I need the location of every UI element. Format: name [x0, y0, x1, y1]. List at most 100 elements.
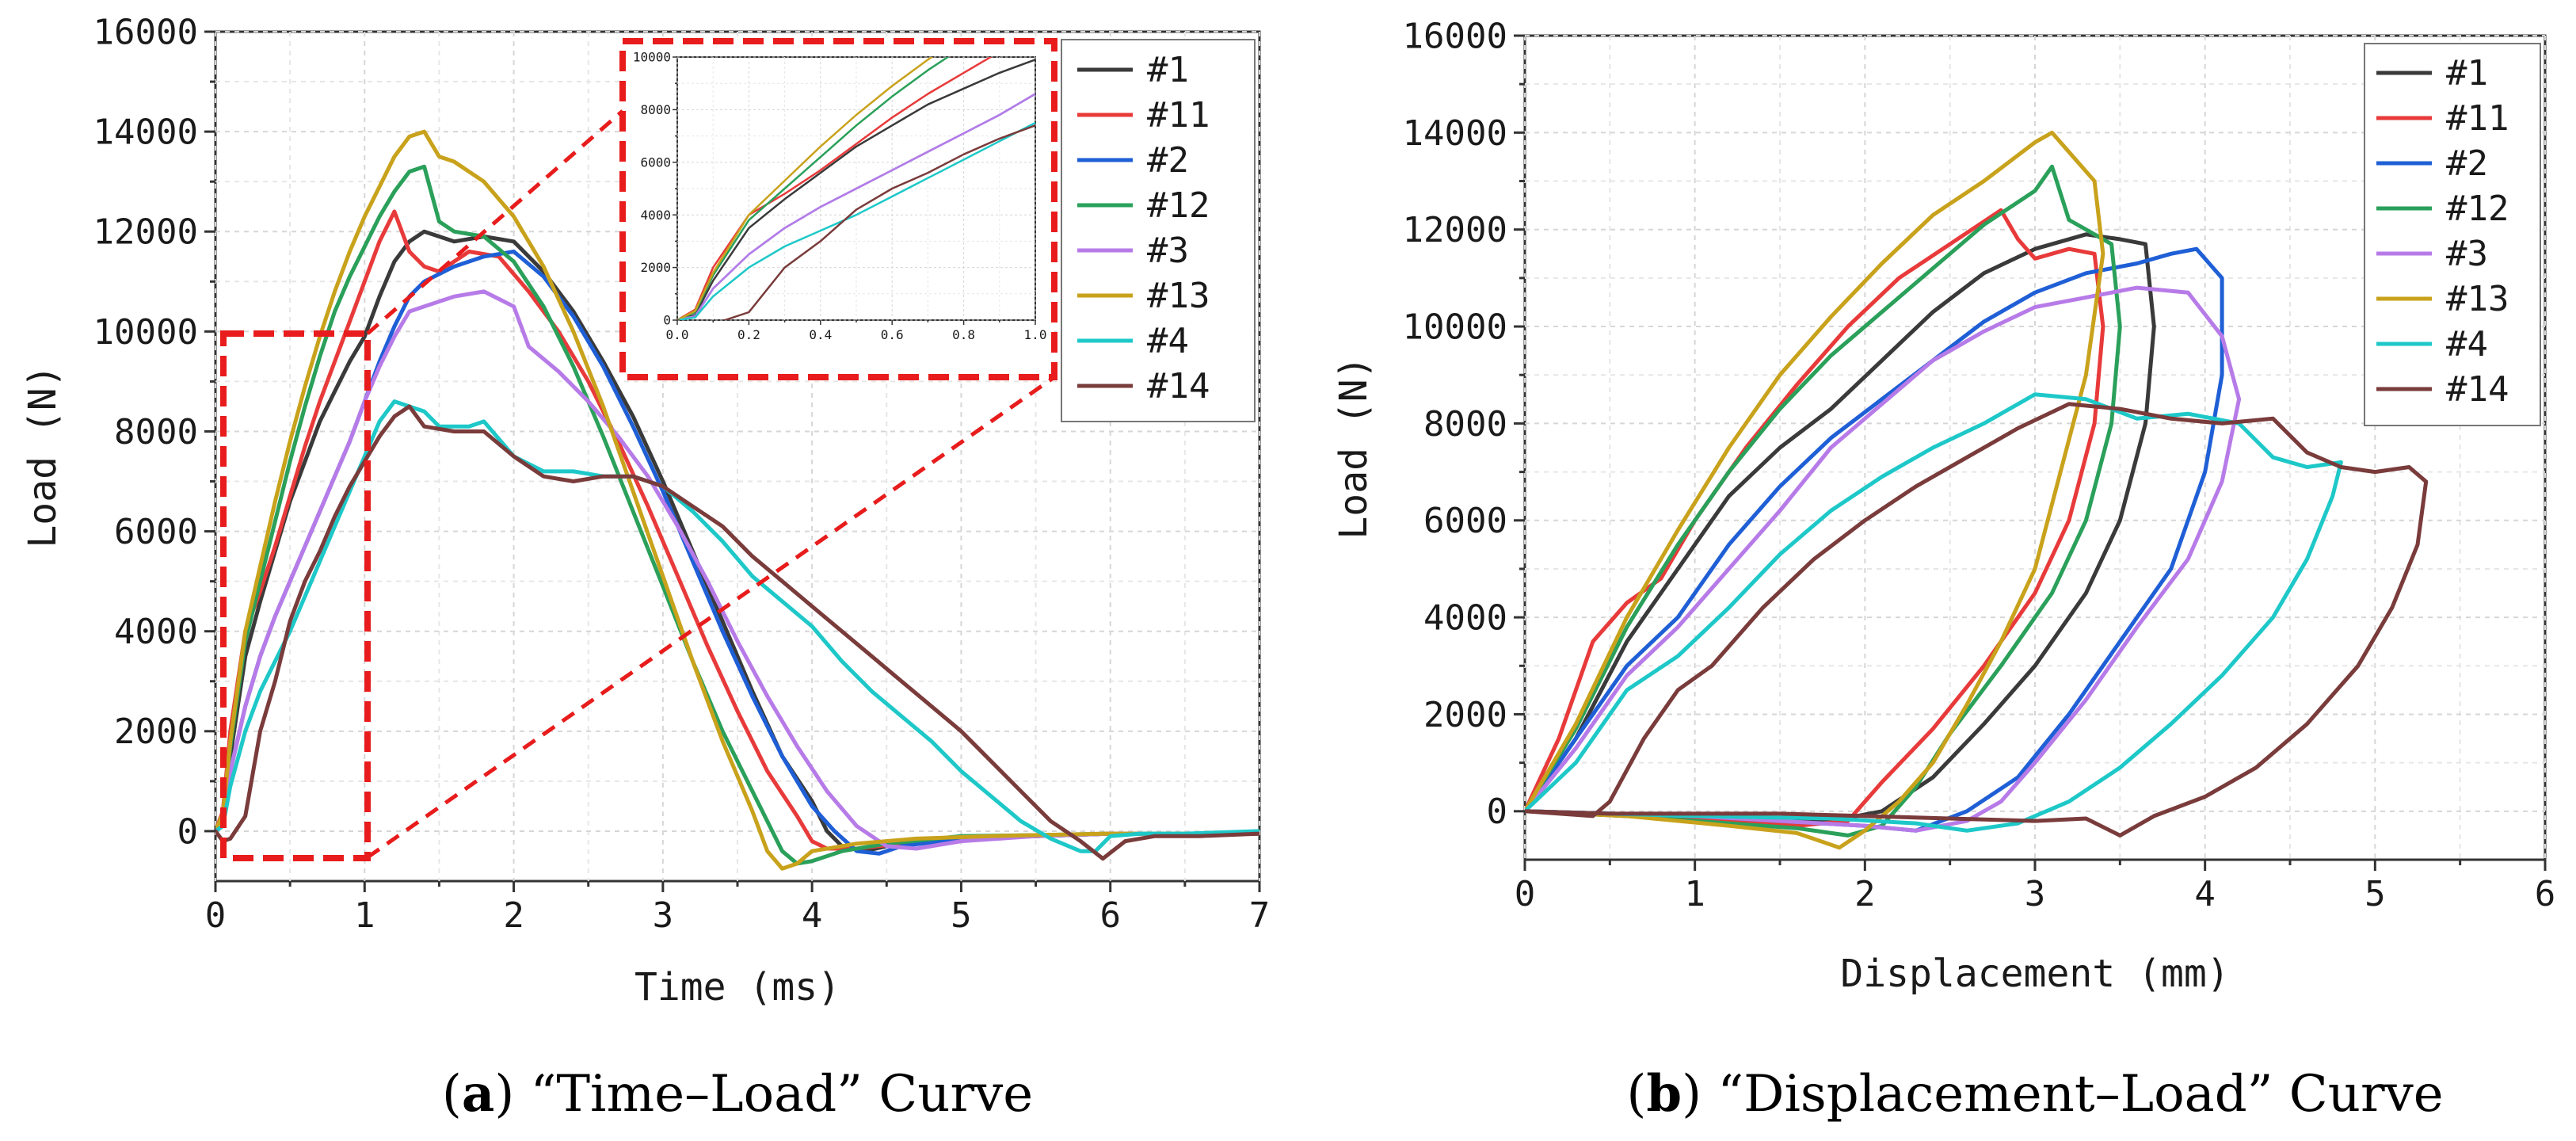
b-x-tick-label: 4	[2194, 874, 2216, 914]
series-line-i-13	[677, 57, 934, 320]
a-y-tick-label: 2000	[114, 712, 198, 752]
series-line-i-14	[677, 124, 1035, 320]
a-y-tick-label: 4000	[114, 612, 198, 652]
a-y-tick-label: 16000	[93, 12, 198, 52]
displacement-load-panel: 0 1 2 3 4 5 6 0 2000 4000 6000 8000 10000 12000 14000…	[1332, 16, 2555, 1124]
series-line-b-3	[1525, 285, 2242, 833]
b-x-tick-label: 1	[1684, 874, 1705, 914]
i-y-tick-label: 0	[663, 313, 671, 328]
series-line-b-13	[1525, 130, 2105, 850]
series-line-a-14	[215, 404, 1259, 861]
inset-x-ticks: 0.0 0.2 0.4 0.6 0.8 1.0	[666, 320, 1047, 342]
series-line-i-12	[677, 57, 950, 320]
a-y-tick-label: 12000	[93, 212, 198, 253]
displacement-load-y-axis-label: Load (N)	[1332, 356, 1376, 539]
legend-label-14: #14	[2446, 369, 2509, 410]
i-x-tick-label: 0.0	[666, 327, 689, 342]
i-x-tick-label: 0.2	[737, 327, 760, 342]
a-x-tick-label: 5	[951, 895, 972, 936]
b-y-tick-label: 6000	[1423, 501, 1507, 541]
displacement-load-x-axis-label: Displacement (mm)	[1840, 952, 2229, 996]
inset-y-ticks: 0 2000 4000 6000 8000 10000	[633, 50, 677, 328]
time-load-y-axis-label: Load (N)	[21, 364, 65, 548]
b-y-tick-label: 12000	[1403, 210, 1507, 250]
b-y-tick-label: 10000	[1403, 307, 1507, 347]
legend-label-12: #12	[2446, 189, 2509, 229]
a-y-tick-label: 10000	[93, 312, 198, 353]
time-load-panel: 0 1 2 3 4 5 6 7 0 2000 4000 6000 8000 10000 12000 1400…	[21, 12, 1271, 1124]
i-x-tick-label: 0.4	[809, 327, 832, 342]
series-line-b-14	[1525, 402, 2429, 838]
b-y-tick-label: 14000	[1403, 113, 1507, 154]
a-x-tick-label: 7	[1249, 895, 1271, 936]
series-line-i-11	[677, 57, 993, 320]
legend-label-4: #4	[1147, 321, 1189, 361]
time-load-series-group	[215, 129, 1259, 871]
legend-label-3: #3	[1147, 231, 1189, 271]
legend-label-13: #13	[1147, 276, 1210, 316]
series-line-a-13	[215, 129, 1259, 871]
time-load-x-axis-label: Time (ms)	[634, 965, 840, 1009]
zoom-region-box	[220, 330, 371, 861]
a-y-tick-label: 8000	[114, 412, 198, 452]
legend-label-1: #1	[2446, 53, 2488, 93]
i-y-tick-label: 6000	[640, 155, 671, 170]
legend-label-12: #12	[1147, 185, 1210, 226]
a-x-tick-label: 2	[503, 895, 524, 936]
i-x-tick-label: 1.0	[1024, 327, 1047, 342]
a-y-tick-label: 6000	[114, 512, 198, 552]
series-line-i-4	[677, 121, 1035, 320]
legend-label-3: #3	[2446, 234, 2488, 274]
time-load-legend-box	[1061, 39, 1256, 422]
zoom-connector-top	[366, 109, 624, 335]
displacement-load-series-group	[1525, 130, 2429, 850]
displacement-load-caption: (b) “Displacement–Load” Curve	[1626, 1064, 2443, 1124]
legend-label-4: #4	[2446, 324, 2488, 364]
legend-label-14: #14	[1147, 366, 1210, 406]
displacement-load-legend: #1 #11#2 #12 #3 #13 #4 #14	[2376, 53, 2509, 410]
a-x-tick-label: 4	[802, 895, 823, 936]
time-load-caption: (a) “Time–Load” Curve	[442, 1064, 1033, 1124]
zoom-inset: 0.0 0.2 0.4 0.6 0.8 1.0 0 2000 4000 6000 8000 1000…	[619, 38, 1057, 380]
b-x-tick-label: 2	[1854, 874, 1876, 914]
legend-label-11: #11	[2446, 98, 2509, 139]
legend-label-2: #2	[1147, 140, 1189, 181]
b-y-tick-label: 4000	[1423, 598, 1507, 639]
series-line-i-3	[677, 93, 1035, 320]
b-y-tick-label: 0	[1487, 792, 1508, 832]
series-line-a-12	[215, 164, 1259, 866]
b-x-tick-label: 5	[2365, 874, 2386, 914]
b-x-tick-label: 0	[1515, 874, 1536, 914]
i-y-tick-label: 8000	[640, 102, 671, 117]
i-y-tick-label: 10000	[633, 50, 671, 65]
time-load-x-ticks: 0 1 2 3 4 5 6 7	[205, 881, 1271, 936]
a-x-tick-label: 0	[205, 895, 227, 936]
series-line-b-4	[1525, 392, 2343, 833]
b-x-tick-label: 3	[2025, 874, 2046, 914]
series-line-i-1	[677, 58, 1035, 320]
b-y-tick-label: 8000	[1423, 404, 1507, 445]
legend-label-1: #1	[1147, 50, 1189, 90]
series-line-b-11	[1525, 208, 2105, 828]
a-x-tick-label: 6	[1099, 895, 1121, 936]
legend-label-2: #2	[2446, 143, 2488, 184]
b-y-tick-label: 16000	[1403, 16, 1507, 56]
displacement-load-y-ticks: 0 2000 4000 6000 8000 10000 12000 14000 16000	[1403, 16, 1525, 832]
i-y-tick-label: 2000	[640, 260, 671, 275]
zoom-connector-bottom	[366, 375, 1056, 860]
b-y-tick-label: 2000	[1423, 695, 1507, 735]
displacement-load-x-ticks: 0 1 2 3 4 5 6	[1515, 860, 2556, 914]
a-y-tick-label: 14000	[93, 113, 198, 153]
i-x-tick-label: 0.8	[952, 327, 975, 342]
legend-label-13: #13	[2446, 279, 2509, 319]
a-y-tick-label: 0	[177, 811, 199, 852]
time-load-legend: #1 #11 #2#12 #3 #13 #4 #14	[1077, 50, 1210, 406]
a-x-tick-label: 1	[354, 895, 375, 936]
inset-series-group	[677, 57, 1035, 320]
i-x-tick-label: 0.6	[881, 327, 904, 342]
b-x-tick-label: 6	[2535, 874, 2556, 914]
displacement-load-legend-box	[2364, 43, 2541, 426]
a-x-tick-label: 3	[653, 895, 674, 936]
time-load-y-ticks: 0 2000 4000 6000 8000 10000 12000 14000 16000	[93, 12, 215, 852]
